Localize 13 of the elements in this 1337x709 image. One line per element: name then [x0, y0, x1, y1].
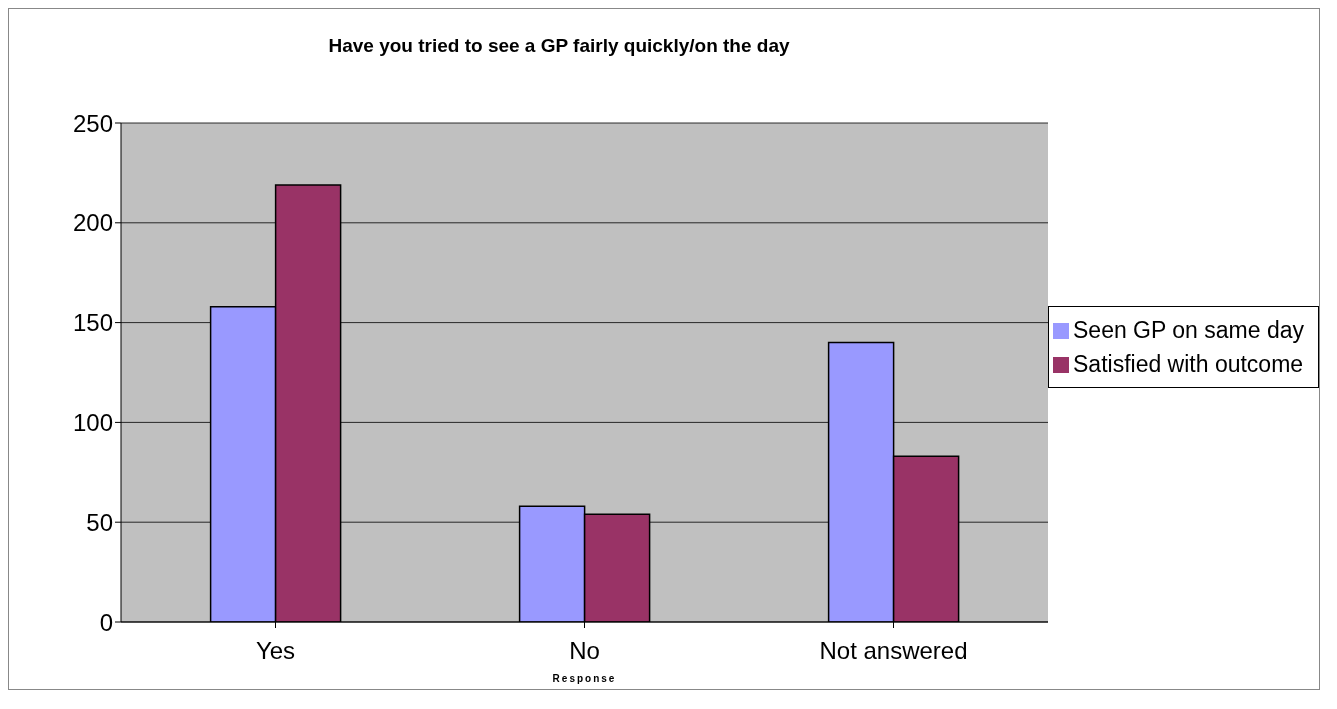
legend-label: Satisfied with outcome	[1073, 350, 1304, 377]
y-tick-label: 150	[72, 309, 113, 337]
chart-title: Have you tried to see a GP fairly quickly/on the day	[327, 35, 791, 57]
x-tick-label: No	[569, 637, 600, 665]
y-tick-label: 200	[72, 209, 113, 237]
y-tick-label: 250	[72, 109, 113, 137]
x-axis-title: Response	[552, 673, 617, 684]
legend-label: Seen GP on same day	[1073, 316, 1304, 343]
y-tick-label: 0	[99, 608, 113, 636]
y-tick-label: 100	[72, 408, 113, 436]
y-tick-label: 50	[86, 508, 113, 536]
x-tick-label: Yes	[255, 637, 296, 665]
x-tick-label: Not answered	[819, 637, 968, 665]
